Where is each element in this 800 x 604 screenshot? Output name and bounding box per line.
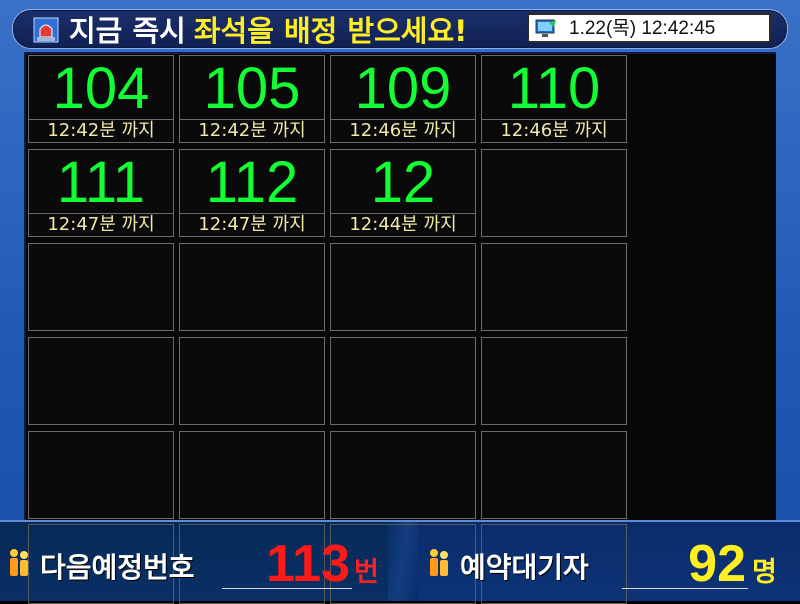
seat-cell: 104 12:42분 까지 bbox=[28, 55, 174, 143]
title-highlight: 좌석을 배정 받으세요! bbox=[193, 14, 468, 48]
seat-cell-empty bbox=[28, 243, 174, 331]
seat-cell-empty bbox=[481, 431, 627, 519]
title-main: 지금 즉시 bbox=[69, 14, 186, 48]
monitor-icon bbox=[535, 19, 556, 37]
board-bottom-edge bbox=[0, 520, 800, 522]
seat-cell-empty bbox=[481, 243, 627, 331]
clock-box: 1.22(목) 12:42:45 bbox=[527, 13, 771, 43]
footer-divider bbox=[388, 522, 418, 601]
next-number-unit: 번 bbox=[354, 557, 379, 588]
seat-number: 110 bbox=[507, 56, 601, 121]
seat-cell: 112 12:47분 까지 bbox=[179, 149, 325, 237]
seat-end-time: 12:47분 까지 bbox=[29, 213, 173, 236]
people-icon bbox=[430, 549, 448, 576]
seat-cell: 105 12:42분 까지 bbox=[179, 55, 325, 143]
next-number-label: 다음예정번호 bbox=[40, 551, 195, 584]
clock-datetime: 1.22(목) 12:42:45 bbox=[569, 18, 716, 39]
people-icon bbox=[10, 549, 28, 576]
seat-number: 104 bbox=[52, 56, 150, 121]
seat-number: 111 bbox=[56, 150, 146, 215]
seat-end-time: 12:42분 까지 bbox=[29, 119, 173, 142]
seat-cell: 12 12:44분 까지 bbox=[330, 149, 476, 237]
seat-number: 12 bbox=[370, 150, 436, 215]
siren-icon bbox=[33, 17, 59, 43]
waiting-label: 예약대기자 bbox=[460, 551, 589, 584]
seat-board: 104 12:42분 까지 105 12:42분 까지 109 12:46분 까지 110 1… bbox=[24, 52, 776, 524]
seat-number: 105 bbox=[203, 56, 301, 121]
seat-cell: 111 12:47분 까지 bbox=[28, 149, 174, 237]
page-title: 지금 즉시 좌석을 배정 받으세요! bbox=[69, 14, 467, 48]
footer-waiting-panel bbox=[400, 522, 800, 601]
waiting-count-unit: 명 bbox=[752, 557, 777, 588]
seat-end-time: 12:44분 까지 bbox=[331, 213, 475, 236]
seat-cell-empty bbox=[481, 149, 627, 237]
footer-bar: 다음예정번호 113 번 예약대기자 92 명 bbox=[0, 522, 800, 604]
seat-end-time: 12:46분 까지 bbox=[482, 119, 626, 142]
seat-cell-empty bbox=[330, 337, 476, 425]
seat-cell: 109 12:46분 까지 bbox=[330, 55, 476, 143]
seat-cell-empty bbox=[481, 337, 627, 425]
seat-cell-empty bbox=[179, 431, 325, 519]
seat-cell: 110 12:46분 까지 bbox=[481, 55, 627, 143]
seat-cell-empty bbox=[28, 431, 174, 519]
seat-number: 109 bbox=[354, 56, 452, 121]
seat-cell-empty bbox=[179, 243, 325, 331]
seat-end-time: 12:46분 까지 bbox=[331, 119, 475, 142]
footer-next-panel bbox=[0, 522, 410, 601]
waiting-count-underline bbox=[622, 588, 748, 589]
next-number-underline bbox=[222, 588, 352, 589]
waiting-count-value: 92 bbox=[688, 535, 746, 593]
seat-number: 112 bbox=[205, 150, 299, 215]
seat-cell-empty bbox=[179, 337, 325, 425]
seat-end-time: 12:42분 까지 bbox=[180, 119, 324, 142]
seat-end-time: 12:47분 까지 bbox=[180, 213, 324, 236]
seat-cell-empty bbox=[330, 243, 476, 331]
seat-cell-empty bbox=[330, 431, 476, 519]
seat-cell-partial bbox=[330, 524, 476, 604]
next-number-value: 113 bbox=[266, 535, 350, 593]
seat-cell-empty bbox=[28, 337, 174, 425]
